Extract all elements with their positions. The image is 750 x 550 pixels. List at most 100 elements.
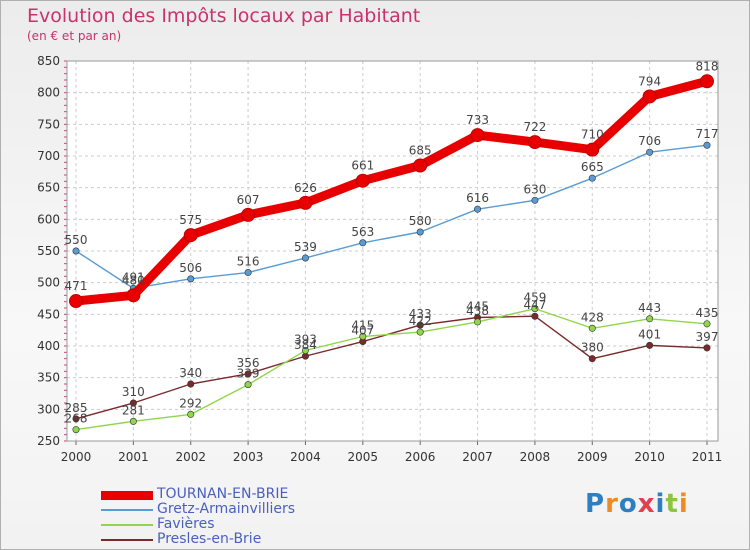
y-tick-label: 700 — [37, 149, 60, 163]
x-tick-label: 2005 — [348, 450, 379, 464]
x-tick-label: 2004 — [290, 450, 321, 464]
data-point — [355, 173, 370, 188]
y-tick-label: 750 — [37, 117, 60, 131]
data-label: 310 — [122, 385, 145, 399]
data-label: 339 — [237, 367, 260, 381]
data-label: 733 — [466, 113, 489, 127]
data-label: 706 — [638, 134, 661, 148]
data-label: 292 — [179, 396, 202, 410]
series-line-3 — [75, 315, 708, 420]
data-point — [301, 346, 309, 354]
data-point — [244, 269, 252, 277]
data-label: 428 — [581, 310, 604, 324]
proxiti-logo: Proxiti — [585, 489, 689, 519]
series-line-1 — [75, 144, 708, 290]
data-point — [531, 305, 539, 313]
data-label: 550 — [65, 233, 88, 247]
data-point — [359, 332, 367, 340]
data-label: 630 — [523, 182, 546, 196]
data-point — [183, 228, 198, 243]
series-line-0 — [71, 76, 712, 306]
data-point — [187, 380, 195, 388]
data-label: 616 — [466, 191, 489, 205]
data-point — [646, 148, 654, 156]
data-label: 356 — [237, 356, 260, 370]
data-label: 340 — [179, 366, 202, 380]
chart-subtitle: (en € et par an) — [27, 29, 122, 43]
data-labels: 285 310 340 356 384 407 433 445 447 380 401 397 268 2… — [65, 59, 719, 425]
axes: 250 300 350 400 450 500 550 600 650 700 750 800 850 2… — [37, 54, 722, 464]
data-label: 445 — [466, 300, 489, 314]
data-point — [413, 158, 428, 173]
legend-label: Favières — [157, 516, 215, 532]
data-label: 580 — [409, 214, 432, 228]
y-tick-label: 550 — [37, 244, 60, 258]
data-point — [588, 324, 596, 332]
data-label: 471 — [65, 279, 88, 293]
y-tick-label: 500 — [37, 276, 60, 290]
y-tick-label: 450 — [37, 307, 60, 321]
y-tick-label: 400 — [37, 339, 60, 353]
x-tick-label: 2002 — [175, 450, 206, 464]
data-point — [474, 205, 482, 213]
data-point — [703, 320, 711, 328]
y-tick-label: 300 — [37, 402, 60, 416]
data-label: 393 — [294, 332, 317, 346]
data-point — [129, 399, 137, 407]
data-label: 563 — [351, 225, 374, 239]
data-point — [646, 315, 654, 323]
data-label: 415 — [351, 319, 374, 333]
data-label: 607 — [237, 193, 260, 207]
data-point — [700, 74, 714, 89]
data-label: 384 — [294, 338, 317, 352]
data-label: 575 — [179, 213, 202, 227]
data-label: 685 — [409, 144, 432, 158]
legend-swatch — [101, 509, 153, 511]
data-label: 422 — [409, 314, 432, 328]
legend-swatch — [101, 539, 153, 541]
plot-border — [66, 60, 719, 442]
data-label: 268 — [65, 412, 88, 426]
legend-swatch — [101, 524, 153, 526]
data-point — [187, 275, 195, 283]
data-point — [72, 426, 80, 434]
data-point — [416, 328, 424, 336]
y-tick-label: 850 — [37, 54, 60, 68]
data-label: 491 — [122, 270, 145, 284]
data-point — [531, 312, 539, 320]
y-tick-label: 350 — [37, 371, 60, 385]
data-point — [531, 196, 539, 204]
y-tick-label: 600 — [37, 212, 60, 226]
legend-label: Gretz-Armainvilliers — [157, 501, 296, 517]
data-point — [588, 355, 596, 363]
data-point — [642, 89, 657, 104]
y-tick-label: 250 — [37, 434, 60, 448]
data-label: 285 — [65, 401, 88, 415]
data-point — [244, 381, 252, 389]
data-label: 516 — [237, 255, 260, 269]
x-tick-label: 2007 — [462, 450, 493, 464]
legend-swatch — [101, 491, 153, 500]
data-label: 710 — [581, 128, 604, 142]
data-point — [244, 370, 252, 378]
data-point — [241, 207, 256, 222]
data-label: 438 — [466, 304, 489, 318]
data-point — [416, 228, 424, 236]
data-label: 717 — [696, 127, 719, 141]
data-label: 447 — [523, 298, 546, 312]
data-label: 443 — [638, 301, 661, 315]
x-tick-label: 2001 — [118, 450, 149, 464]
data-point — [187, 410, 195, 418]
y-tick-label: 800 — [37, 86, 60, 100]
data-point — [585, 142, 600, 157]
series-line-2 — [75, 307, 708, 431]
x-tick-label: 2003 — [233, 450, 264, 464]
data-label: 665 — [581, 160, 604, 174]
data-point — [703, 344, 711, 352]
data-point — [359, 239, 367, 247]
y-tick-label: 650 — [37, 181, 60, 195]
x-tick-label: 2011 — [692, 450, 723, 464]
x-tick-label: 2010 — [634, 450, 665, 464]
data-point — [646, 341, 654, 349]
